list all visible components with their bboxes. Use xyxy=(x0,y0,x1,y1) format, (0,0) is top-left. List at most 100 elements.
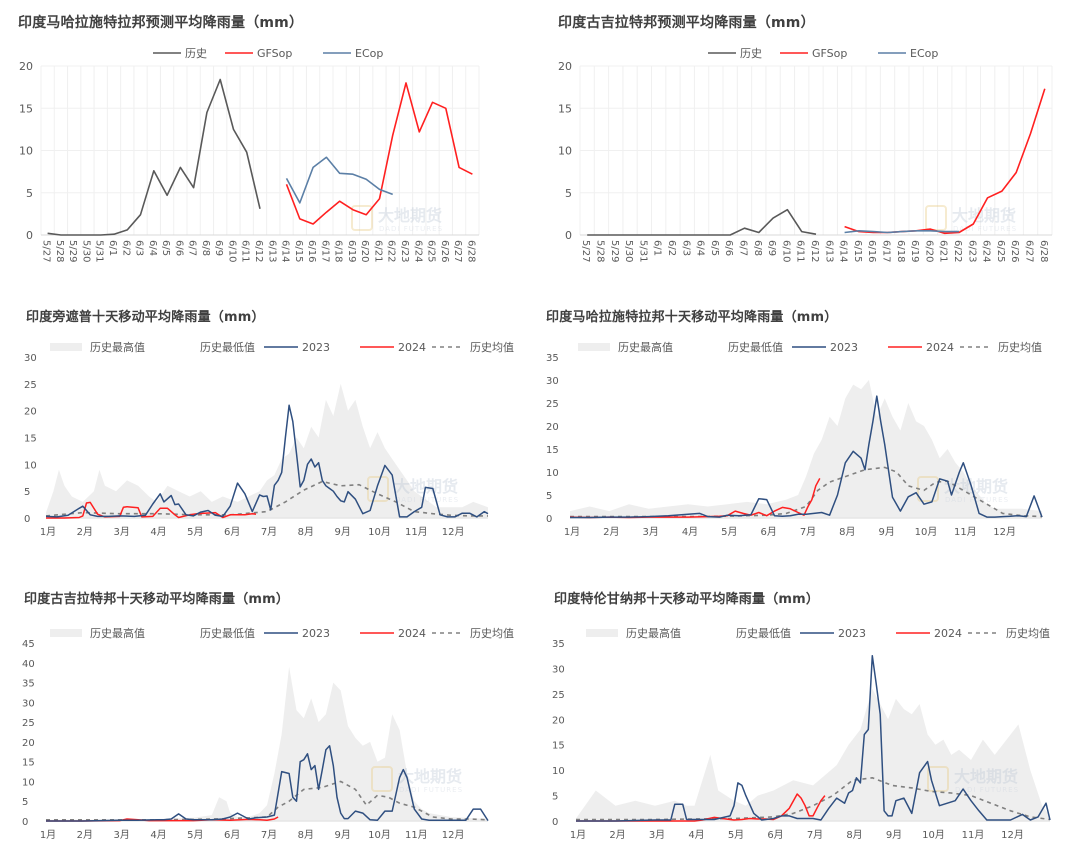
x-tick-label: 6/12 xyxy=(809,240,820,262)
legend-swatch-max xyxy=(50,343,82,351)
y-tick-label: 10 xyxy=(558,145,572,158)
x-tick-label: 6/5 xyxy=(160,240,171,256)
y-tick-label: 15 xyxy=(22,758,35,769)
x-tick-label: 6/25 xyxy=(995,240,1006,262)
legend-label: ECop xyxy=(910,47,938,60)
area-historical-max xyxy=(46,667,488,821)
logo-mark-icon xyxy=(352,206,372,230)
x-tick-label: 6/8 xyxy=(752,240,763,256)
series-line-gfsop xyxy=(287,83,473,224)
y-tick-label: 5 xyxy=(26,187,33,200)
x-tick-label: 5/29 xyxy=(67,240,78,262)
x-tick-label: 2月 xyxy=(77,526,93,538)
x-tick-label: 6/6 xyxy=(173,240,184,256)
y-tick-label: 25 xyxy=(24,380,37,391)
series-line-ecop xyxy=(287,157,393,203)
x-tick-label: 11月 xyxy=(405,526,428,538)
legend-swatch-max xyxy=(586,629,618,637)
y-tick-label: 30 xyxy=(22,698,35,709)
y-tick-label: 35 xyxy=(552,639,565,650)
y-tick-label: 5 xyxy=(565,187,572,200)
legend-label: 历史最低值 xyxy=(200,627,255,640)
watermark-en: DADI FUTURES xyxy=(945,496,1009,504)
x-tick-label: 4月 xyxy=(150,829,166,841)
legend-label: 2024 xyxy=(926,341,954,354)
x-tick-label: 6/17 xyxy=(881,240,892,262)
x-tick-label: 6/9 xyxy=(213,240,224,256)
x-tick-label: 1月 xyxy=(570,829,586,841)
x-tick-label: 5月 xyxy=(187,829,203,841)
legend-label: 2023 xyxy=(302,627,330,640)
x-tick-label: 6/13 xyxy=(823,240,834,262)
x-tick-label: 5/27 xyxy=(580,240,591,262)
x-tick-label: 6/8 xyxy=(200,240,211,256)
watermark-cn: 大地期货 xyxy=(954,767,1018,786)
y-tick-label: 5 xyxy=(552,792,558,803)
x-tick-label: 6/3 xyxy=(680,240,691,256)
x-tick-label: 7月 xyxy=(261,526,277,538)
x-tick-label: 5/30 xyxy=(80,240,91,262)
x-tick-label: 6/22 xyxy=(952,240,963,262)
x-tick-label: 3月 xyxy=(113,829,129,841)
legend-label: 历史最高值 xyxy=(90,626,145,640)
x-tick-label: 6/5 xyxy=(709,240,720,256)
watermark-cn: 大地期货 xyxy=(378,206,442,225)
x-tick-label: 6/24 xyxy=(981,240,992,262)
x-tick-label: 8月 xyxy=(298,526,314,538)
x-tick-label: 6/14 xyxy=(280,240,291,262)
y-tick-label: 0 xyxy=(552,817,558,828)
area-historical-max xyxy=(576,689,1050,821)
legend-label: GFSop xyxy=(257,47,292,60)
y-tick-label: 0 xyxy=(26,229,33,242)
y-tick-label: 30 xyxy=(24,353,37,364)
x-tick-label: 6月 xyxy=(767,829,783,841)
x-tick-label: 6/26 xyxy=(439,240,450,262)
y-tick-label: 5 xyxy=(22,797,28,808)
x-tick-label: 3月 xyxy=(649,829,665,841)
x-tick-label: 6/2 xyxy=(666,240,677,256)
x-tick-label: 6/21 xyxy=(938,240,949,262)
x-tick-label: 7月 xyxy=(800,526,816,538)
x-tick-label: 9月 xyxy=(878,526,894,538)
y-tick-label: 15 xyxy=(552,741,565,752)
legend-label: 2024 xyxy=(398,341,426,354)
x-tick-label: 6月 xyxy=(760,526,776,538)
x-tick-label: 6/16 xyxy=(306,240,317,262)
legend-label: 2023 xyxy=(830,341,858,354)
y-tick-label: 35 xyxy=(546,353,559,364)
x-tick-label: 6/12 xyxy=(253,240,264,262)
x-tick-label: 5/29 xyxy=(609,240,620,262)
x-tick-label: 6/19 xyxy=(346,240,357,262)
x-tick-label: 6/28 xyxy=(465,240,476,262)
x-tick-label: 2月 xyxy=(77,829,93,841)
x-tick-label: 5/28 xyxy=(594,240,605,262)
x-tick-label: 6/28 xyxy=(1038,240,1049,262)
x-tick-label: 10月 xyxy=(915,526,938,538)
legend-label: ECop xyxy=(355,47,383,60)
chart-title: 印度特伦甘纳邦十天移动平均降雨量（mm） xyxy=(554,588,819,607)
y-tick-label: 10 xyxy=(24,460,37,471)
y-tick-label: 20 xyxy=(552,715,565,726)
y-tick-label: 20 xyxy=(24,407,37,418)
x-tick-label: 6/7 xyxy=(187,240,198,256)
x-tick-label: 12月 xyxy=(442,829,465,841)
x-tick-label: 7月 xyxy=(261,829,277,841)
legend-label: 2024 xyxy=(934,627,962,640)
chart-title: 印度马哈拉施特拉邦预测平均降雨量（mm） xyxy=(18,12,303,32)
legend-label: 历史最高值 xyxy=(90,340,145,354)
watermark-cn: 大地期货 xyxy=(952,206,1016,225)
legend-label: 2023 xyxy=(838,627,866,640)
x-tick-label: 6/10 xyxy=(780,240,791,262)
x-tick-label: 6/25 xyxy=(426,240,437,262)
chart-title: 印度古吉拉特邦预测平均降雨量（mm） xyxy=(558,12,815,32)
legend-label: 历史最高值 xyxy=(626,626,681,640)
y-tick-label: 40 xyxy=(22,659,35,670)
watermark-en: DADI FUTURES xyxy=(395,496,459,504)
